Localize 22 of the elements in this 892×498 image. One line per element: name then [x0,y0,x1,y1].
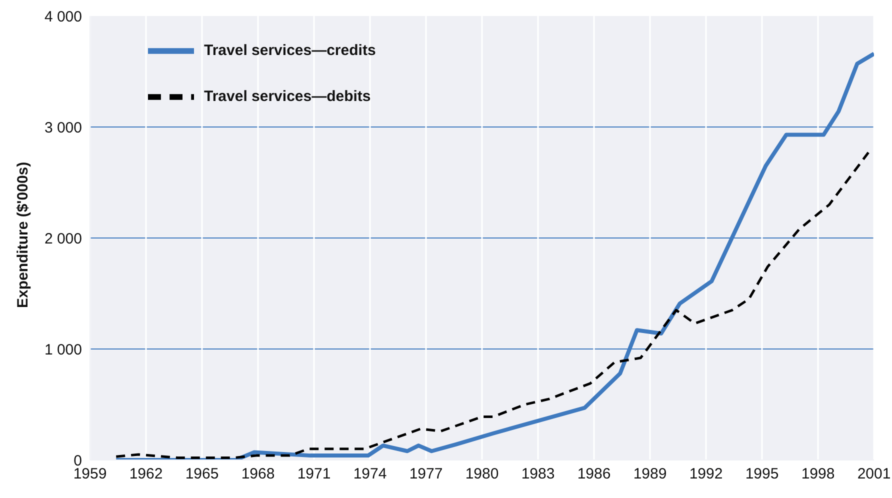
x-tick-label: 1965 [185,466,219,483]
x-tick-label: 1980 [465,466,499,483]
x-tick-label: 1992 [689,466,723,483]
x-tick-label: 1989 [633,466,667,483]
x-tick-label: 1995 [745,466,779,483]
x-tick-label: 1986 [577,466,611,483]
x-tick-label: 1983 [521,466,555,483]
line-series [114,151,870,460]
legend-label: Travel services—debits [204,88,371,106]
y-tick-label: 1 000 [44,341,82,358]
x-tick-label: 1998 [801,466,835,483]
x-tick-label: 1962 [129,466,163,483]
y-tick-label: 3 000 [44,119,82,136]
x-tick-label: 1971 [297,466,331,483]
legend-label: Travel services—credits [204,42,376,60]
x-tick-label: 1977 [409,466,443,483]
y-axis-title: Expenditure ($'000s) [14,162,32,308]
x-tick-label: 1968 [241,466,275,483]
y-tick-label: 2 000 [44,230,82,248]
y-tick-label: 4 000 [44,8,82,26]
x-tick-label: 1974 [353,466,387,483]
x-tick-label: 2001 [857,466,891,483]
